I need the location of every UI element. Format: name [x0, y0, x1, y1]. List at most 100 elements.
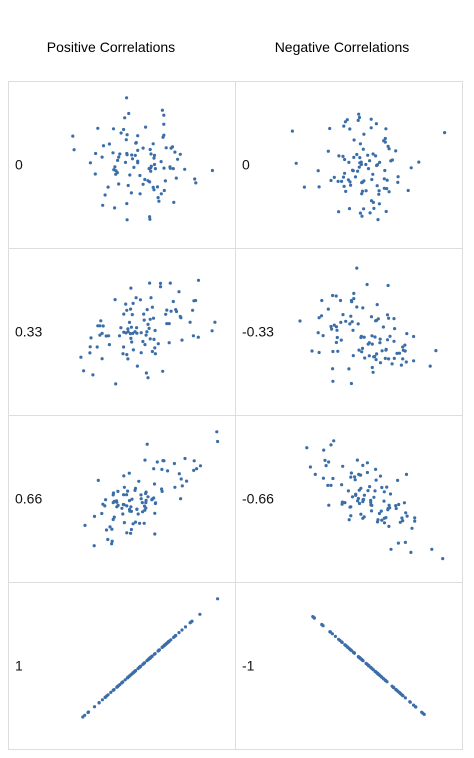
scatter-point	[131, 348, 135, 352]
scatter-point	[114, 172, 118, 176]
scatter-point	[191, 334, 195, 338]
scatter-point	[362, 493, 366, 497]
scatter-point	[398, 520, 402, 524]
scatter-point	[130, 153, 134, 157]
scatter-point	[123, 160, 128, 164]
scatter-point	[131, 301, 135, 305]
scatter-point	[149, 169, 153, 173]
scatter-point	[94, 151, 98, 156]
scatter-point	[120, 506, 124, 510]
scatter-point	[385, 313, 390, 317]
scatter-point	[132, 165, 136, 169]
scatter-point	[384, 347, 388, 351]
scatter-point	[130, 497, 134, 501]
scatter-point	[158, 285, 163, 289]
scatter-point	[347, 518, 351, 522]
scatter-point	[359, 512, 363, 516]
scatter-point	[345, 645, 349, 649]
scatter-point	[193, 177, 197, 181]
scatter-point	[361, 306, 365, 310]
scatter-point	[153, 501, 157, 506]
scatter-point	[375, 352, 379, 356]
scatter-point	[116, 489, 120, 493]
scatter-point	[115, 505, 119, 509]
scatter-point	[375, 184, 379, 188]
scatter-point	[349, 381, 353, 386]
scatter-point	[397, 502, 401, 507]
scatter-point	[365, 461, 369, 465]
scatter-point	[368, 211, 372, 215]
scatter-point	[126, 330, 130, 334]
scatter-point	[441, 557, 445, 561]
scatter-point	[324, 464, 328, 468]
scatter-point	[353, 478, 357, 482]
scatter-point	[148, 317, 152, 321]
scatter-point	[377, 511, 381, 516]
scatter-point	[359, 335, 363, 340]
scatter-point	[401, 519, 405, 523]
scatter-point	[366, 489, 370, 493]
column-title-positive: Positive Correlations	[47, 39, 175, 55]
scatter-point	[361, 463, 365, 467]
scatter-point	[383, 356, 387, 360]
scatter-point	[141, 339, 145, 344]
scatter-point	[398, 691, 402, 695]
scatter-point	[170, 145, 175, 149]
scatter-point	[148, 215, 152, 219]
scatter-point	[364, 162, 368, 167]
scatter-point	[136, 159, 140, 163]
scatter-point	[341, 313, 345, 317]
scatter-point	[135, 507, 139, 511]
scatter-point	[88, 351, 92, 355]
scatter-point	[328, 126, 332, 131]
scatter-point	[376, 672, 380, 676]
scatter-point	[146, 495, 150, 499]
scatter-point	[336, 349, 340, 353]
scatter-point	[127, 320, 132, 324]
scatter-point	[210, 329, 214, 333]
scatter-point	[172, 200, 176, 204]
scatter-point	[320, 298, 324, 303]
scatter-point	[368, 485, 372, 489]
scatter-point	[125, 676, 129, 680]
scatter-point	[340, 640, 344, 644]
scatter-point	[174, 176, 178, 180]
scatter-point	[378, 361, 383, 365]
scatter-point	[347, 160, 351, 164]
scatter-point	[100, 331, 104, 335]
scatter-point	[163, 643, 167, 647]
scatter-point	[125, 531, 129, 535]
scatter-point	[135, 326, 139, 330]
scatter-point	[359, 473, 363, 477]
scatter-point	[144, 501, 148, 505]
scatter-point	[392, 339, 396, 343]
scatter-point	[349, 505, 353, 509]
scatter-point	[346, 178, 350, 182]
scatter-point	[349, 183, 353, 187]
scatter-point	[371, 172, 375, 176]
scatter-point	[103, 193, 107, 197]
scatter-point	[377, 189, 381, 193]
scatter-point	[198, 464, 203, 468]
scatter-point	[183, 456, 187, 461]
scatter-point	[114, 382, 118, 386]
scatter-point	[150, 349, 154, 354]
scatter-point	[362, 132, 366, 136]
scatter-point	[372, 206, 376, 210]
scatter-point	[355, 152, 359, 157]
scatter-point	[106, 537, 110, 542]
scatter-point	[311, 615, 315, 619]
scatter-point	[179, 477, 183, 481]
correlation-label: 0.66	[15, 491, 42, 507]
scatter-point	[404, 472, 409, 476]
scatter-point	[344, 319, 348, 323]
scatter-point	[331, 293, 335, 298]
scatter-point	[142, 521, 146, 525]
panel-border	[8, 582, 236, 750]
scatter-point	[89, 336, 93, 340]
scatter-point	[405, 514, 409, 518]
scatter-point	[313, 472, 317, 476]
scatter-point	[146, 322, 150, 326]
scatter-point	[127, 507, 132, 512]
scatter-point	[113, 206, 117, 210]
